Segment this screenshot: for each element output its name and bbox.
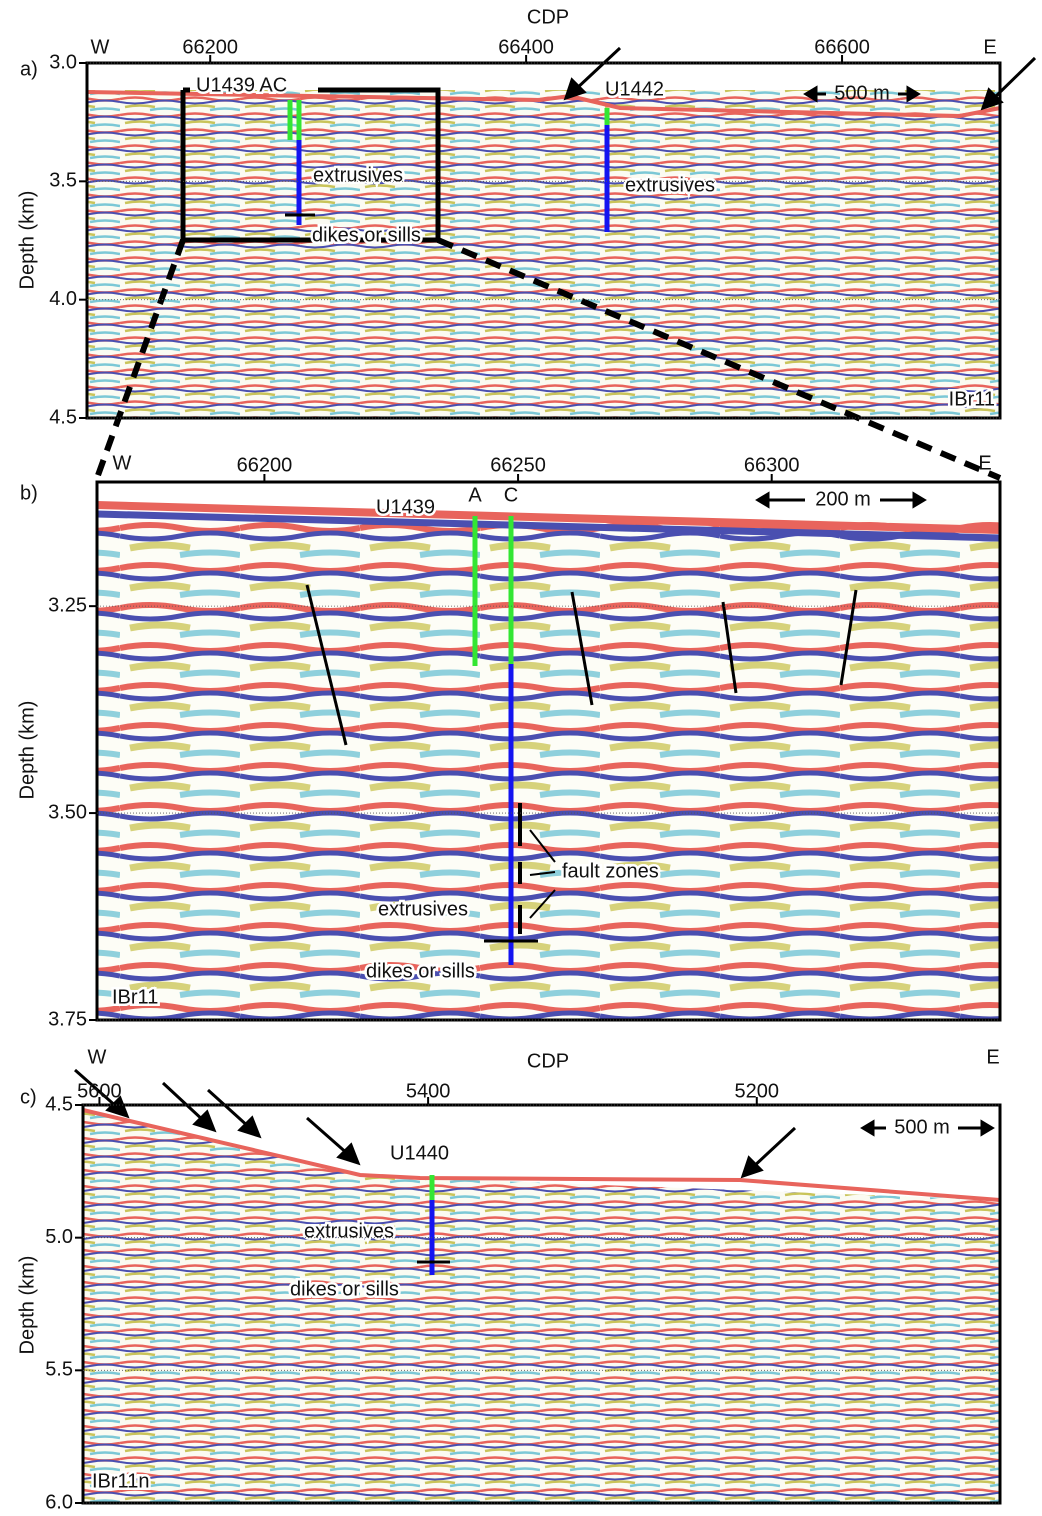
annotation: C [504,484,518,506]
scale-label: 200 m [815,488,871,510]
faults [305,584,858,746]
x-tick-label: 5400 [406,1080,451,1102]
annotation: dikes or sills [290,1278,399,1300]
annotation: fault zones [562,860,659,882]
y-tick-label: 5.0 [45,1226,73,1248]
y-tick-label: 3.75 [48,1008,87,1030]
seismic-image [83,1110,1000,1503]
y-tick-label: 3.25 [48,594,87,616]
annotation: extrusives [378,898,468,920]
panel-label: a) [20,58,38,80]
y-axis-label: Depth (km) [16,701,38,800]
annotation: extrusives [313,164,403,186]
seismic-image [87,90,1000,418]
seafloor [96,501,1001,534]
west-label: W [88,1046,107,1068]
annotation: U1442 [605,78,664,100]
y-tick-label: 6.0 [45,1491,73,1511]
annotation: dikes or sills [366,960,475,982]
plot-frame [81,1103,1002,1505]
y-axis-label: Depth (km) [16,1256,38,1355]
seafloor [96,510,1001,542]
x-tick-label: 66300 [744,454,800,476]
y-tick-label: 3.0 [49,51,77,73]
east-label: E [978,452,991,474]
y-tick-label: 4.5 [45,1093,73,1115]
panel-label: c) [20,1086,37,1108]
line-name: IBr11n [92,1470,149,1492]
annotation: A [468,484,482,506]
x-tick-label: 5600 [77,1080,122,1102]
x-tick-label: 66200 [237,454,293,476]
annotation: extrusives [625,174,715,196]
plot-frame [95,480,1002,1022]
seafloor [86,90,1001,119]
line-name: IBr11 [112,986,158,1008]
seafloor [82,1108,1001,1202]
x-tick-label: 5200 [735,1080,780,1102]
east-label: E [983,36,996,58]
annotation: dikes or sills [312,224,421,246]
zoom-line [436,237,1002,481]
x-tick-label: 66250 [490,454,546,476]
x-tick-label: 66200 [182,36,238,58]
arrows [74,46,1037,1179]
y-tick-label: 4.5 [49,406,77,428]
x-tick-label: 66600 [814,36,870,58]
y-tick-label: 4.0 [49,288,77,310]
y-tick-label: 5.5 [45,1359,73,1381]
line-name: IBr11 [949,388,995,410]
east-label: E [986,1046,999,1068]
annotation: U1440 [390,1142,449,1164]
panel-label: b) [20,482,38,504]
x-tick-label: 66400 [498,36,554,58]
annotation: U1439 [376,496,435,518]
y-axis-label: Depth (km) [16,191,38,290]
y-tick-label: 3.5 [49,170,77,192]
water-column [87,63,1000,90]
y-tick-label: 3.50 [48,801,87,823]
boreholes [285,100,610,1275]
annotation: U1439 AC [196,74,287,96]
seismic-image [97,520,1000,1020]
west-label: W [113,452,132,474]
west-label: W [91,36,110,58]
scale-bar [755,85,995,1137]
annotation: extrusives [304,1220,394,1242]
scale-label: 500 m [894,1116,950,1138]
scale-label: 500 m [834,82,890,104]
x-axis-label: CDP [527,1050,569,1072]
x-axis-label: CDP [527,6,569,28]
zoom-line [94,238,186,480]
